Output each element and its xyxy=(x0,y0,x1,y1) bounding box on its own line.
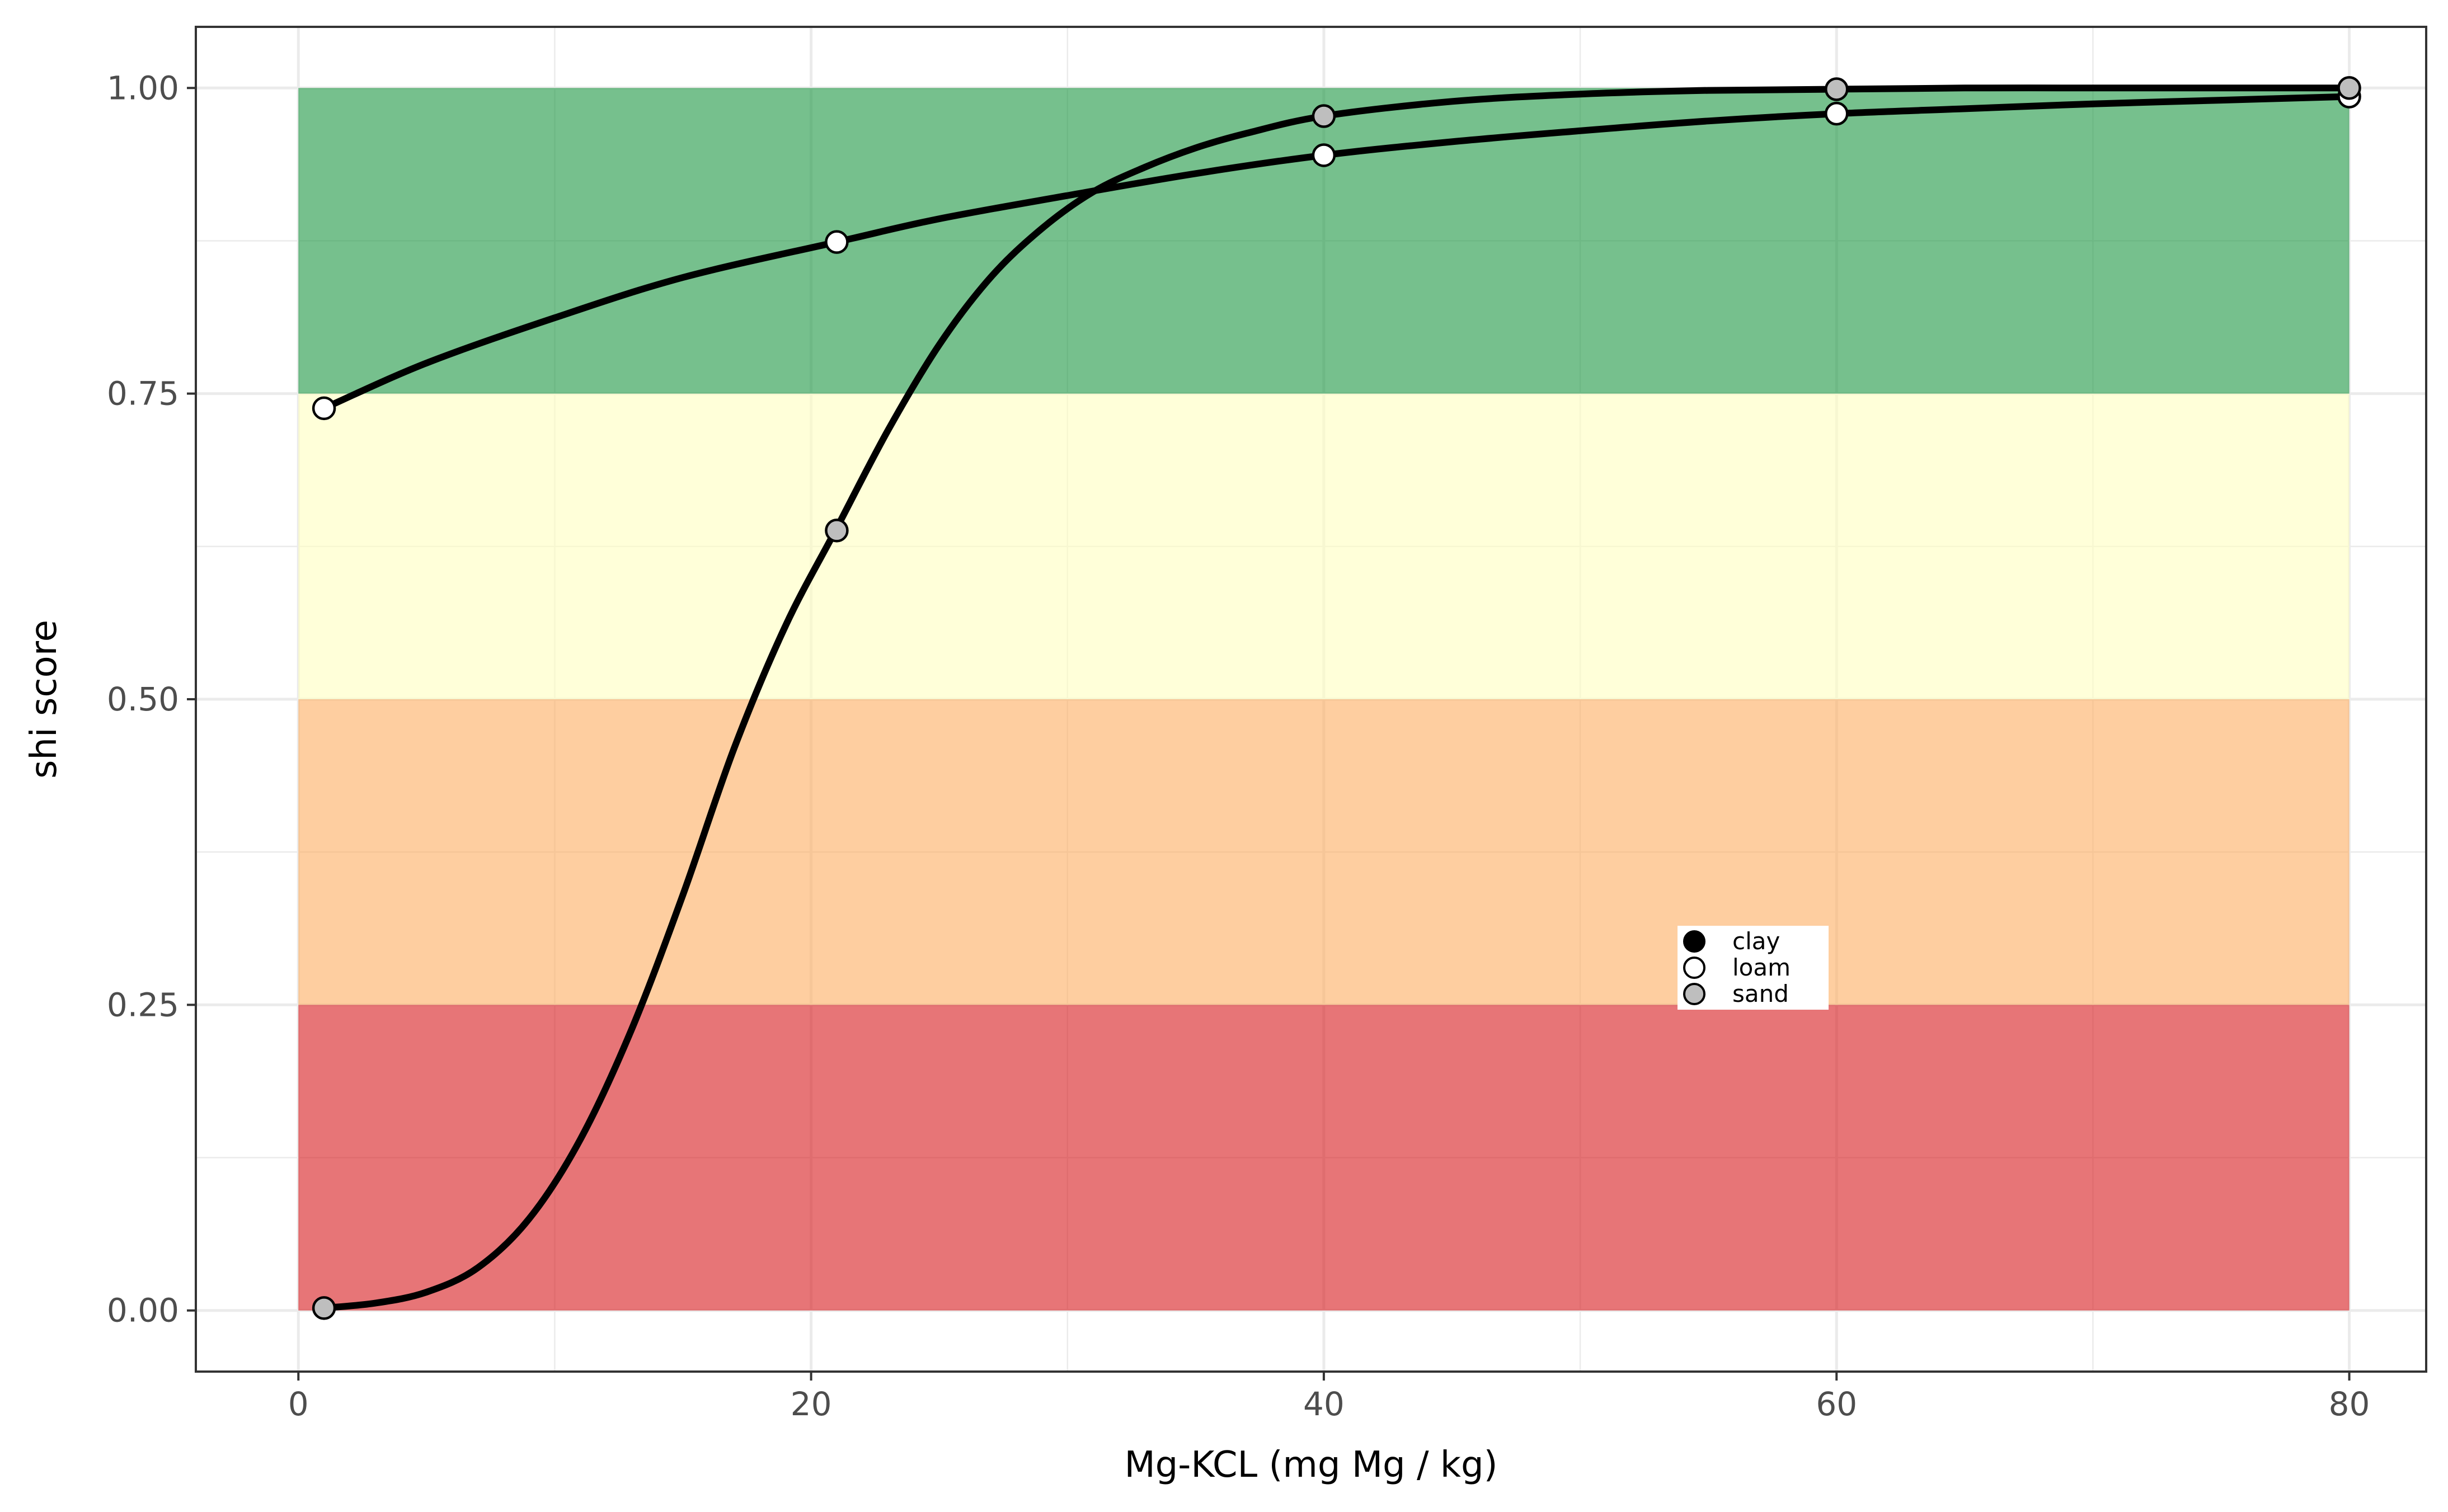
data-point-sand xyxy=(1312,104,1336,128)
data-point-sand xyxy=(825,519,849,543)
score-band xyxy=(298,1005,2350,1311)
data-point-sand xyxy=(1824,77,1849,101)
data-point-sand xyxy=(312,1296,336,1320)
legend-label-sand: sand xyxy=(1732,980,1789,1007)
x-axis: 0 20 40 60 80 xyxy=(288,1372,2370,1423)
data-point-sand xyxy=(2337,76,2361,100)
y-tick-label: 0.00 xyxy=(107,1292,179,1330)
x-tick-label: 20 xyxy=(791,1385,832,1423)
score-bands xyxy=(298,88,2350,1311)
x-tick-label: 0 xyxy=(288,1385,309,1423)
y-tick-label: 1.00 xyxy=(107,69,179,107)
legend-key-sand xyxy=(1683,983,1705,1005)
x-tick-label: 60 xyxy=(1816,1385,1857,1423)
data-points xyxy=(312,76,2361,1320)
x-tick-label: 80 xyxy=(2329,1385,2370,1423)
data-point-loam xyxy=(312,396,336,421)
legend-label-loam: loam xyxy=(1732,954,1791,981)
score-band xyxy=(298,699,2350,1005)
legend-label-clay: clay xyxy=(1732,927,1780,955)
x-tick-label: 40 xyxy=(1303,1385,1345,1423)
y-axis-title: shi score xyxy=(24,620,65,779)
data-point-loam xyxy=(1824,101,1849,126)
y-axis: 0.00 0.25 0.50 0.75 1.00 xyxy=(107,69,196,1330)
legend-key-loam xyxy=(1683,957,1705,979)
score-band xyxy=(298,393,2350,699)
y-tick-label: 0.50 xyxy=(107,680,179,718)
score-band xyxy=(298,88,2350,394)
legend-key-clay xyxy=(1683,930,1705,953)
x-axis-title: Mg-KCL (mg Mg / kg) xyxy=(1124,1444,1497,1486)
y-tick-label: 0.25 xyxy=(107,986,179,1024)
data-point-loam xyxy=(825,230,849,254)
y-tick-label: 0.75 xyxy=(107,375,179,413)
data-point-loam xyxy=(1312,143,1336,167)
